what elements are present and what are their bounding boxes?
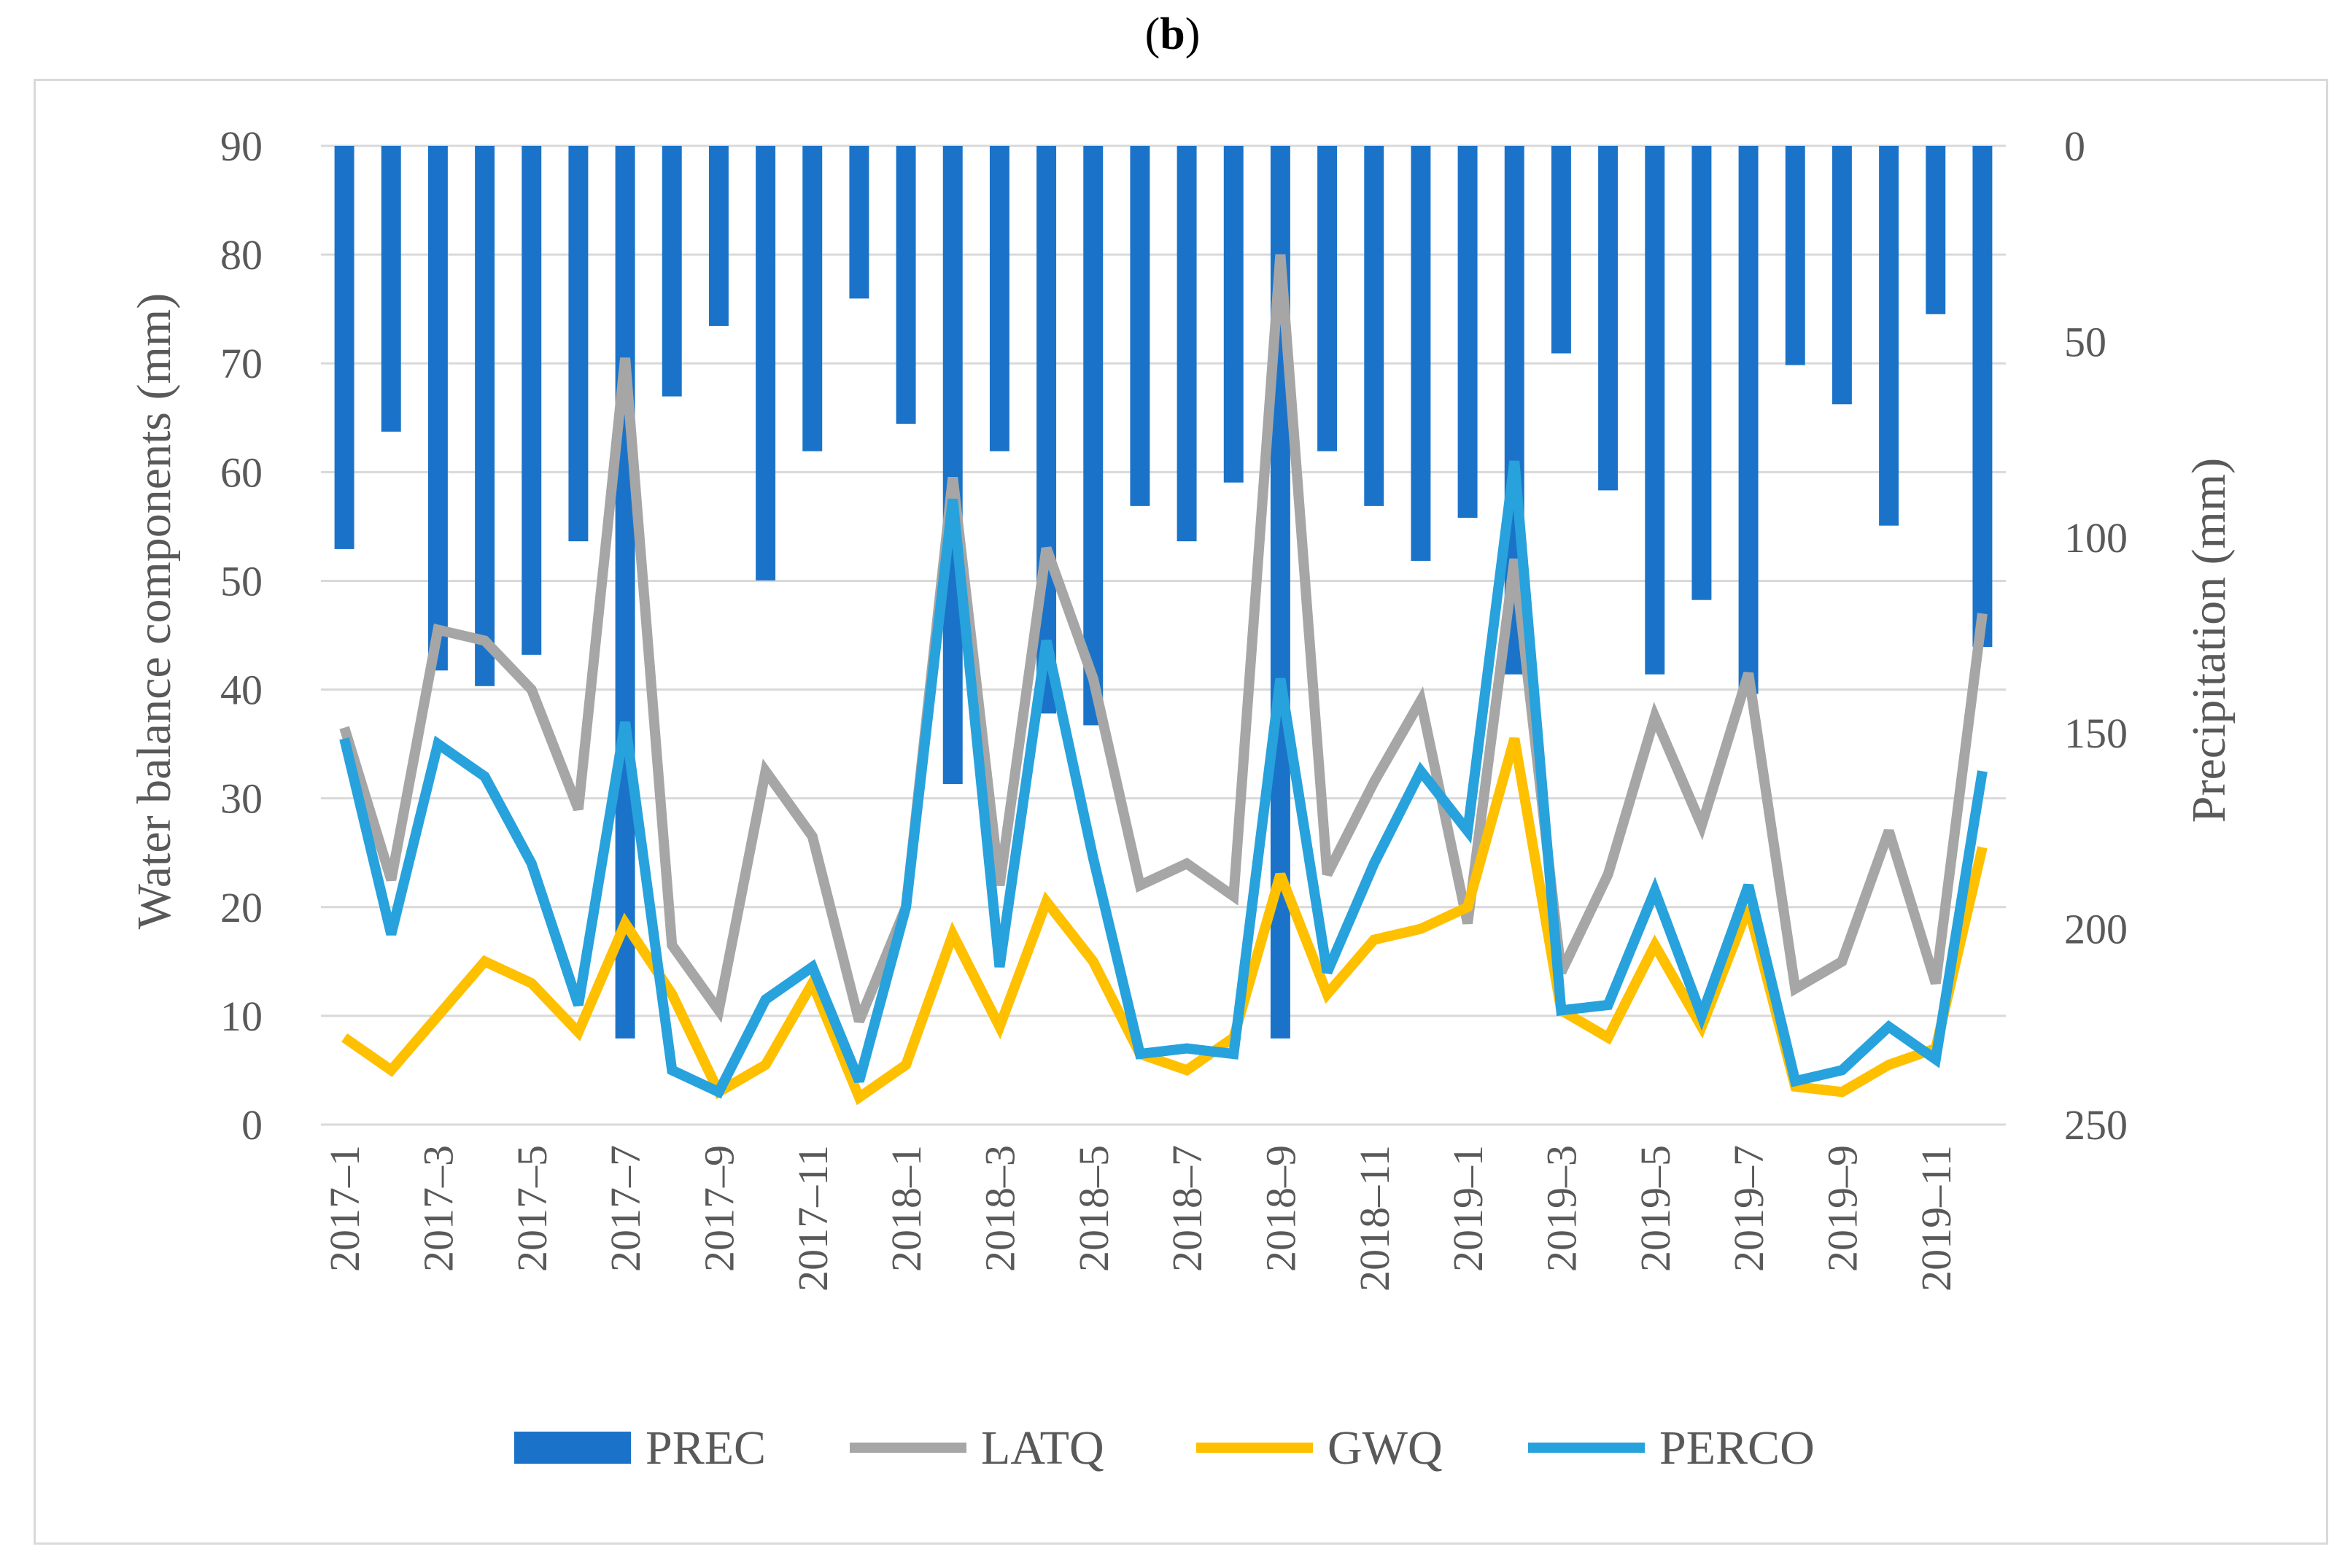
x-tick-label: 2017–9 <box>695 1145 743 1272</box>
prec-bar <box>1223 146 1244 483</box>
y2-tick-label: 50 <box>2064 318 2106 365</box>
y-tick-label: 0 <box>241 1101 263 1149</box>
x-tick-label: 2017–11 <box>789 1145 837 1292</box>
y-tick-label: 30 <box>220 775 263 823</box>
x-tick-label: 2019–3 <box>1538 1145 1585 1272</box>
prec-bars <box>334 146 1993 1039</box>
x-tick-label: 2019–9 <box>1818 1145 1866 1272</box>
panel-label-open: ( <box>1144 9 1160 59</box>
y2-axis-title: Precipitation (mm) <box>2182 458 2236 823</box>
prec-bar <box>1645 146 1665 675</box>
series-line-latq <box>339 254 1988 1023</box>
legend-swatch-prec <box>514 1432 631 1464</box>
prec-bar <box>1598 146 1619 491</box>
prec-bar <box>1317 146 1338 451</box>
axes: 0 10 20 30 40 50 60 70 80 90 0 50 100 150 200 250 2017–1… <box>220 123 2128 1292</box>
prec-bar <box>1083 146 1104 726</box>
series-lines <box>339 254 1988 1106</box>
legend-label-perco: PERCO <box>1659 1421 1815 1475</box>
prec-bar <box>381 146 401 432</box>
y-tick-label: 10 <box>220 993 263 1040</box>
prec-bar <box>942 146 963 784</box>
chart-frame <box>34 79 2328 1545</box>
prec-bar <box>708 146 729 326</box>
x-tick-label: 2019–11 <box>1912 1145 1960 1292</box>
x-tick-label: 2018–3 <box>976 1145 1023 1272</box>
x-tick-label: 2019–5 <box>1632 1145 1679 1272</box>
prec-bar <box>1972 146 1993 648</box>
prec-bar <box>662 146 682 397</box>
prec-bar <box>1926 146 1946 314</box>
y2-tick-label: 200 <box>2064 906 2128 953</box>
prec-bar <box>896 146 916 424</box>
y-tick-label: 20 <box>220 884 263 931</box>
y2-tick-label: 0 <box>2064 123 2085 170</box>
prec-bar <box>802 146 823 451</box>
x-tick-label: 2017–5 <box>508 1145 556 1272</box>
x-tick-label: 2017–1 <box>321 1145 368 1272</box>
y-tick-label: 60 <box>220 449 263 496</box>
y-tick-label: 80 <box>220 231 263 279</box>
panel-label: (b) <box>0 9 2345 61</box>
x-tick-label: 2018–5 <box>1070 1145 1117 1272</box>
x-tick-label: 2019–1 <box>1444 1145 1492 1272</box>
legend: PREC LATQ GWQ PERCO <box>514 1421 1815 1475</box>
x-tick-label: 2019–7 <box>1725 1145 1772 1272</box>
prec-bar <box>1832 146 1852 405</box>
prec-bar <box>1457 146 1478 518</box>
prec-bar <box>1411 146 1431 562</box>
x-tick-label: 2018–1 <box>883 1145 930 1272</box>
x-tick-label: 2017–7 <box>602 1145 649 1272</box>
prec-bar <box>1691 146 1712 600</box>
prec-bar <box>756 146 776 581</box>
y-tick-label: 50 <box>220 557 263 605</box>
y2-tick-label: 100 <box>2064 514 2128 562</box>
prec-bar <box>475 146 495 686</box>
prec-bar <box>522 146 542 655</box>
prec-bar <box>334 146 354 549</box>
prec-bar <box>1364 146 1384 506</box>
legend-label-latq: LATQ <box>981 1421 1104 1475</box>
prec-bar <box>568 146 589 542</box>
y2-tick-label: 150 <box>2064 710 2128 757</box>
y-tick-label: 40 <box>220 667 263 714</box>
prec-bar <box>1177 146 1197 542</box>
legend-label-prec: PREC <box>646 1421 766 1475</box>
prec-bar <box>1738 146 1759 694</box>
series-line-perco <box>339 460 1988 1099</box>
prec-bar <box>1551 146 1571 354</box>
y-axis-title: Water balance components (mm) <box>128 293 181 930</box>
x-tick-label: 2018–9 <box>1257 1145 1304 1272</box>
y-tick-label: 70 <box>220 340 263 387</box>
prec-bar <box>1130 146 1150 506</box>
prec-bar <box>849 146 869 299</box>
prec-bar <box>989 146 1009 451</box>
x-tick-label: 2017–3 <box>414 1145 462 1272</box>
prec-bar <box>1785 146 1805 365</box>
prec-bar <box>1879 146 1899 526</box>
prec-bar <box>427 146 448 671</box>
legend-label-gwq: GWQ <box>1327 1421 1443 1475</box>
y-tick-label: 90 <box>220 123 263 170</box>
y2-tick-label: 250 <box>2064 1101 2128 1149</box>
panel-label-close: ) <box>1185 9 1201 59</box>
x-tick-label: 2018–11 <box>1351 1145 1398 1292</box>
panel-label-letter: b <box>1160 9 1185 59</box>
x-tick-label: 2018–7 <box>1163 1145 1211 1272</box>
prec-bar <box>615 146 635 1039</box>
